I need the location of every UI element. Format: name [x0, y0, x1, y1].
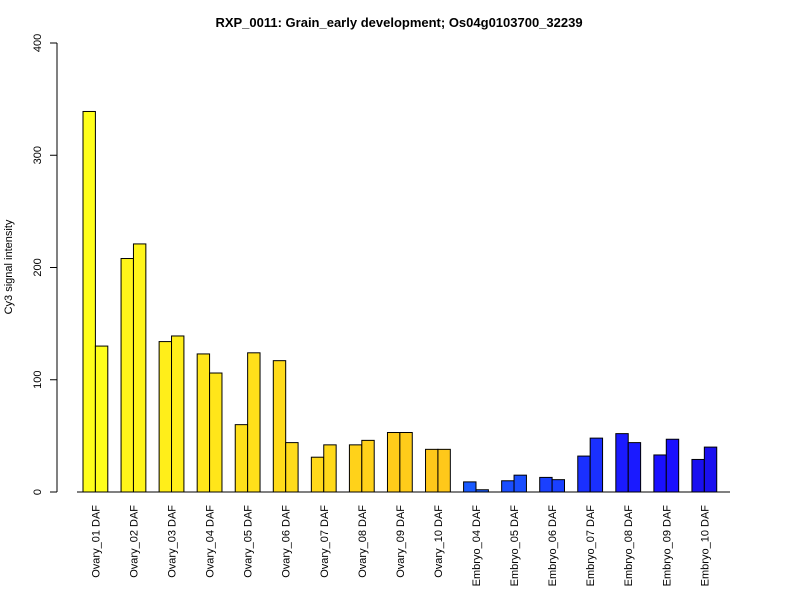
bar [348, 444, 363, 493]
x-tick-label: Ovary_08 DAF [357, 505, 369, 578]
y-axis-label: Cy3 signal intensity [3, 219, 15, 314]
x-tick-label: Embryo_10 DAF [699, 505, 711, 587]
x-tick-label: Embryo_07 DAF [585, 505, 597, 587]
x-tick-label: Ovary_03 DAF [167, 505, 179, 578]
x-tick-label: Ovary_09 DAF [395, 505, 407, 578]
bar [272, 360, 287, 493]
bar [120, 258, 134, 493]
x-tick-label: Ovary_04 DAF [205, 505, 217, 578]
x-tick-label: Embryo_04 DAF [471, 505, 483, 587]
chart-title: RXP_0011: Grain_early development; Os04g… [215, 15, 582, 30]
bar [209, 372, 223, 493]
bar [171, 335, 185, 493]
bar [437, 448, 451, 493]
bar [463, 481, 477, 493]
x-tick-label: Ovary_07 DAF [319, 505, 331, 578]
bars [82, 110, 718, 493]
bar [703, 446, 718, 493]
y-tick-label: 0 [32, 489, 44, 495]
y-tick-label: 200 [32, 258, 44, 276]
x-tick-label: Embryo_06 DAF [547, 505, 559, 587]
y-axis: 0 100 200 300 400 [32, 34, 58, 495]
bar [399, 432, 413, 493]
bar [310, 456, 325, 493]
bar [82, 110, 96, 493]
bar [361, 439, 375, 493]
bar [132, 243, 147, 493]
bar [386, 432, 401, 493]
bar [627, 442, 642, 493]
x-tick-label: Ovary_10 DAF [433, 505, 445, 578]
bar [94, 345, 109, 493]
x-tick-label: Ovary_01 DAF [90, 505, 102, 578]
bar [247, 352, 261, 493]
bar [589, 437, 604, 493]
bar [285, 442, 299, 493]
bar [158, 341, 173, 493]
bar [551, 479, 566, 493]
x-tick-label: Embryo_05 DAF [509, 505, 521, 587]
x-tick-label: Ovary_06 DAF [281, 505, 293, 578]
bar [665, 438, 680, 493]
bar [501, 480, 515, 493]
bar [653, 454, 667, 493]
x-tick-label: Ovary_05 DAF [243, 505, 255, 578]
bar [577, 455, 591, 493]
bar [691, 458, 705, 493]
y-tick-label: 400 [32, 34, 44, 52]
bar [513, 474, 527, 493]
x-tick-label: Ovary_02 DAF [128, 505, 140, 578]
x-axis: Ovary_01 DAF Ovary_02 DAF Ovary_03 DAF Ovar… [77, 491, 730, 587]
bar [615, 433, 629, 493]
x-tick-label: Embryo_09 DAF [661, 505, 673, 587]
bar [196, 353, 211, 493]
y-tick-label: 100 [32, 371, 44, 389]
bar [234, 424, 249, 493]
y-tick-label: 300 [32, 146, 44, 164]
x-tick-label: Embryo_08 DAF [623, 505, 635, 587]
bar [539, 476, 553, 493]
bar [425, 448, 439, 493]
bar [323, 444, 337, 493]
